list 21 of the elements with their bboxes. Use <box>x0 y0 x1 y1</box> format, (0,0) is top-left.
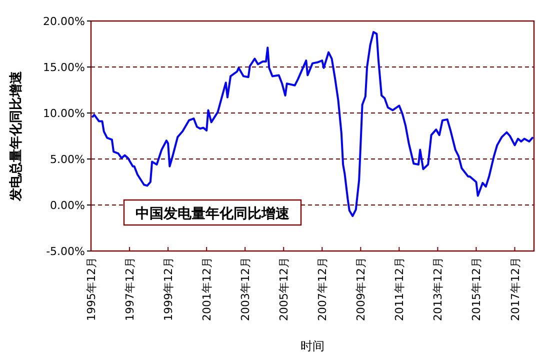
x-tick-label: 2003年12月 <box>239 257 252 321</box>
x-tick-label: 2007年12月 <box>316 257 330 321</box>
x-axis-title: 时间 <box>300 339 324 353</box>
y-tick-label: 0.00% <box>50 198 85 212</box>
y-tick-label: 10.00% <box>43 106 85 120</box>
x-tick-label: 1995年12月 <box>85 257 98 321</box>
y-axis-title: 发电总量年化同比增速 <box>8 70 24 202</box>
x-tick-label: 2013年12月 <box>432 257 445 321</box>
y-tick-label: 5.00% <box>50 152 85 166</box>
y-tick-label: 20.00% <box>43 14 85 28</box>
x-tick-label: 2015年12月 <box>470 257 484 321</box>
y-tick-label: 15.00% <box>43 60 85 74</box>
x-tick-label: 1997年12月 <box>124 257 137 321</box>
x-tick-label: 2005年12月 <box>278 257 291 321</box>
y-tick-label: -5.00% <box>46 244 85 258</box>
x-tick-label: 2017年12月 <box>508 257 522 321</box>
annotation: 中国发电量年化同比增速 <box>136 206 290 222</box>
x-tick-label: 2009年12月 <box>354 257 368 321</box>
x-tick-label: 2011年12月 <box>393 257 406 321</box>
x-tick-label: 1999年12月 <box>162 257 176 321</box>
x-tick-label: 2001年12月 <box>200 257 214 321</box>
